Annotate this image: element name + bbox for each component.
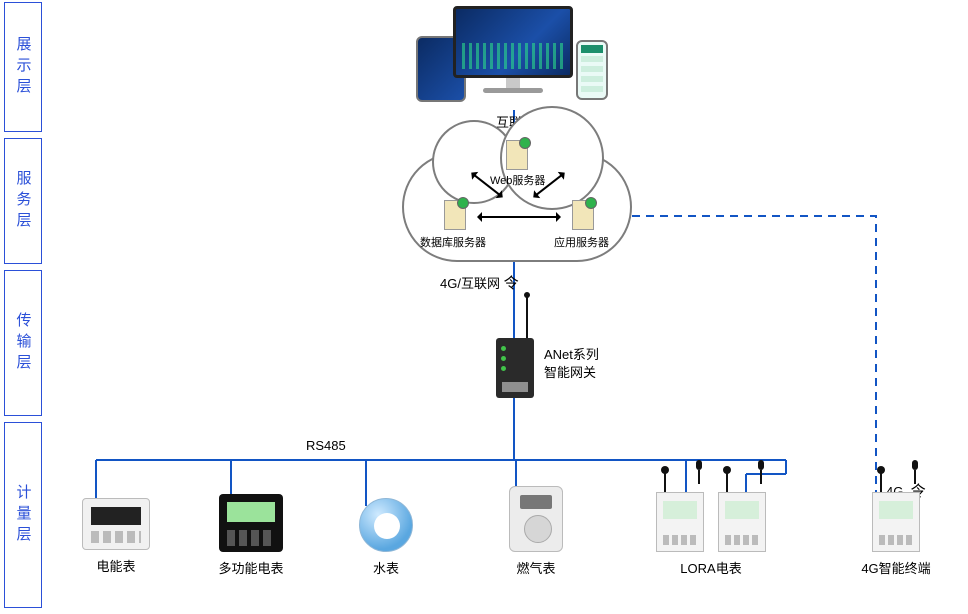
meter-water-label: 水表 [331, 558, 441, 577]
wifi-icon: 令 [504, 275, 519, 292]
arrow-db-app [480, 216, 558, 218]
monitor-device [448, 6, 578, 93]
water-meter-icon [359, 498, 413, 552]
lora-antenna-1a [664, 470, 666, 492]
meter-4g-terminal: 4G智能终端 [841, 492, 951, 577]
phone-device [576, 40, 608, 100]
cloud-link-text: 4G/互联网 [440, 276, 500, 291]
meter-row: 电能表 多功能电表 水表 燃气表 [66, 480, 958, 600]
fourg-terminal-icon [872, 492, 920, 552]
gateway-antenna [526, 296, 528, 338]
fourg-antenna-b [914, 470, 916, 484]
gateway-title-line1: ANet系列 [544, 347, 599, 362]
db-server-icon [444, 200, 466, 230]
fourg-antenna-a [880, 470, 882, 492]
meter-multi-label: 多功能电表 [196, 558, 306, 577]
gateway-title: ANet系列 智能网关 [544, 346, 599, 381]
db-server-label: 数据库服务器 [420, 234, 486, 250]
server-cloud: Web服务器 数据库服务器 应用服务器 [402, 152, 632, 262]
meter-water: 水表 [331, 498, 441, 577]
meter-lora-label: LORA电表 [636, 558, 786, 577]
energy-meter-icon [82, 498, 150, 550]
gas-meter-icon [509, 486, 563, 552]
lora-meter-icon-2 [718, 492, 766, 552]
layer-transport-label: 传输层 [13, 312, 34, 375]
layer-meter-label: 计量层 [13, 484, 34, 547]
meter-gas: 燃气表 [481, 486, 591, 577]
meter-energy: 电能表 [61, 498, 171, 575]
diagram-stage: 互联网 Web服务器 数据库服务器 应用服务器 4G/互联网 令 ANet系列 … [46, 0, 968, 614]
layer-display: 展示层 [4, 2, 42, 132]
meter-gas-label: 燃气表 [481, 558, 591, 577]
layer-service-label: 服务层 [13, 170, 34, 233]
meter-4g-label: 4G智能终端 [841, 558, 951, 577]
meter-multi: 多功能电表 [196, 494, 306, 577]
anet-gateway [496, 338, 534, 398]
lora-meter-icon-1 [656, 492, 704, 552]
gateway-title-line2: 智能网关 [544, 365, 596, 380]
layer-display-label: 展示层 [13, 36, 34, 99]
cloud-link-label: 4G/互联网 令 [440, 272, 519, 293]
app-server-icon [572, 200, 594, 230]
lora-antenna-2a [726, 470, 728, 492]
meter-energy-label: 电能表 [61, 556, 171, 575]
layer-label-column: 展示层 服务层 传输层 计量层 [0, 0, 46, 610]
web-server-label: Web服务器 [490, 172, 545, 188]
rs485-label: RS485 [306, 438, 346, 453]
web-server-icon [506, 140, 528, 170]
layer-transport: 传输层 [4, 270, 42, 416]
layer-service: 服务层 [4, 138, 42, 264]
meter-lora: LORA电表 [636, 492, 786, 577]
lora-antenna-1b [698, 470, 700, 484]
app-server-label: 应用服务器 [554, 234, 609, 250]
layer-meter: 计量层 [4, 422, 42, 608]
lora-antenna-2b [760, 470, 762, 484]
multi-meter-icon [219, 494, 283, 552]
